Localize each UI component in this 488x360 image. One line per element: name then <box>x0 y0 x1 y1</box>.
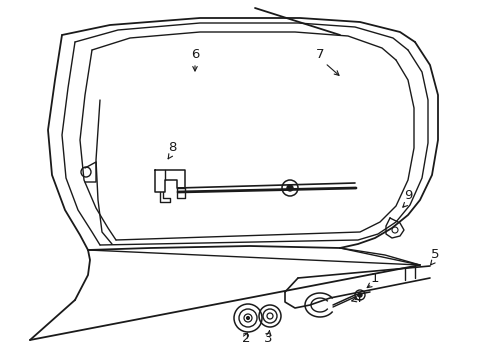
Text: 3: 3 <box>263 332 272 345</box>
Circle shape <box>246 316 249 320</box>
Text: 5: 5 <box>430 248 438 261</box>
Circle shape <box>357 293 361 297</box>
Text: 2: 2 <box>241 332 250 345</box>
Circle shape <box>286 185 292 191</box>
Text: 9: 9 <box>403 189 411 202</box>
Text: 6: 6 <box>190 49 199 62</box>
Text: 7: 7 <box>315 49 324 62</box>
Text: 8: 8 <box>167 141 176 154</box>
Text: 1: 1 <box>370 271 379 284</box>
Text: 4: 4 <box>353 292 362 305</box>
